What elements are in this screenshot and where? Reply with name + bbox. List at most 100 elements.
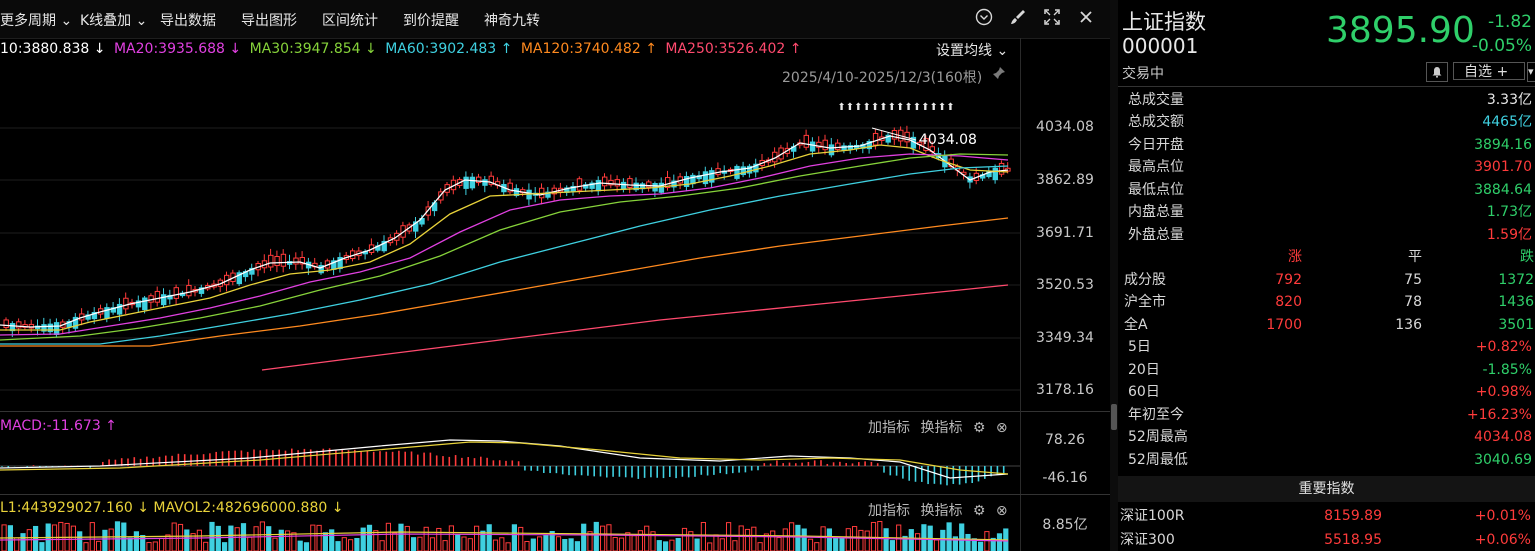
index-change: +0.06% [1474, 532, 1531, 548]
price-alert-button[interactable]: 到价提醒 [403, 13, 459, 29]
candle-body [923, 138, 929, 151]
volume-bar [889, 540, 895, 551]
volume-bar [33, 525, 39, 551]
candle-body [47, 323, 53, 333]
gear-icon[interactable]: ⚙ [972, 420, 986, 436]
stat-value: 1.59亿 [1486, 227, 1532, 243]
period-row: 5日 +0.82% [1128, 336, 1532, 358]
candle-body [835, 142, 841, 151]
gear-icon[interactable]: ⚙ [972, 503, 986, 519]
export-image-button[interactable]: 导出图形 [241, 13, 297, 29]
important-index-row[interactable]: 深证300 5518.95 +0.06% [1118, 529, 1535, 551]
magic-nine-button[interactable]: 神奇九转 [484, 13, 540, 29]
index-price: 8159.89 [1324, 508, 1382, 524]
ma-settings-button[interactable]: 设置均线 ⌄ [936, 43, 1009, 59]
splitter[interactable] [1110, 0, 1118, 551]
ma-line-ma30 [0, 153, 1009, 341]
volume-bar [877, 521, 883, 551]
export-data-button[interactable]: 导出数据 [160, 13, 216, 29]
candle-body [608, 179, 614, 186]
close-icon[interactable]: ⊗ [995, 420, 1008, 436]
candle-body [702, 171, 709, 185]
volume-bar [511, 524, 517, 551]
kline-overlay-menu[interactable]: K线叠加 ⌄ [80, 13, 148, 29]
bell-icon[interactable] [1426, 62, 1448, 82]
important-indices-header[interactable]: 重要指数 [1118, 476, 1535, 502]
volume-bar [984, 531, 990, 551]
volume-bar [310, 524, 316, 551]
splitter-handle[interactable] [1111, 404, 1117, 430]
expand-icon[interactable] [1042, 8, 1062, 28]
candle-body [545, 191, 551, 198]
volume-bar [959, 523, 965, 551]
volume-bar [908, 529, 914, 551]
candle-body [299, 257, 306, 265]
candle-body [53, 322, 60, 335]
switch-indicator-button[interactable]: 换指标 [920, 420, 963, 436]
important-index-row[interactable]: 深证100R 8159.89 +0.01% [1118, 505, 1535, 527]
close-icon[interactable] [1076, 8, 1096, 28]
candle-body [123, 297, 129, 310]
close-icon[interactable]: ⊗ [995, 503, 1008, 519]
volume-bar [675, 537, 681, 551]
candle-body [41, 324, 47, 332]
volume-bar [291, 532, 297, 551]
candle-body [469, 176, 476, 189]
volume-bar [719, 538, 725, 551]
axis-divider [1020, 38, 1021, 551]
candle-body [3, 319, 9, 329]
candle-body [828, 144, 835, 156]
add-watchlist-button[interactable]: 自选 + [1453, 62, 1525, 80]
volume-bar [845, 528, 851, 551]
add-indicator-button[interactable]: 加指标 [868, 503, 910, 519]
volume-bar [366, 524, 373, 551]
volume-bar [423, 526, 429, 551]
change-percent: -0.05% [1471, 36, 1532, 56]
period-value: +16.23% [1466, 407, 1532, 423]
ma-line-ma120 [0, 217, 1009, 347]
y-tick-label: 3349.34 [1036, 330, 1094, 346]
volume-bar [203, 541, 209, 551]
brush-icon[interactable] [1008, 8, 1028, 28]
volume-bar [417, 536, 423, 551]
volume-bar [398, 523, 404, 551]
volume-bar [486, 524, 492, 551]
more-menu-button[interactable]: ▾ [1527, 62, 1535, 82]
volume-bar [159, 537, 165, 551]
volume-bar [442, 540, 448, 551]
volume-bar [757, 542, 763, 551]
volume-bar [820, 526, 826, 551]
volume-bar [978, 541, 984, 551]
candle-body [809, 141, 816, 152]
high-marker-line [871, 127, 917, 141]
candle-body [116, 303, 123, 315]
volume-bar [316, 524, 322, 551]
advdec-header: 涨 平 跌 [1288, 249, 1534, 265]
volume-bar [133, 531, 140, 551]
panel-divider [0, 494, 1110, 495]
volume-bar [568, 538, 574, 551]
change-value: -1.82 [1488, 12, 1532, 32]
stat-row: 总成交额 4465亿 [1128, 111, 1532, 133]
chart-toolbar: 更多周期 ⌄ K线叠加 ⌄ 导出数据 导出图形 区间统计 到价提醒 神奇九转 [0, 0, 1110, 39]
volume-bar [448, 525, 454, 551]
more-periods-menu[interactable]: 更多周期 ⌄ [0, 13, 73, 29]
volume-bar [965, 533, 971, 551]
ma-line-ma60 [0, 165, 1009, 345]
candle-body [602, 176, 608, 187]
switch-indicator-button[interactable]: 换指标 [920, 503, 963, 519]
chevron-circle-icon[interactable] [974, 8, 994, 28]
advdec-row: 全A 1700 136 3501 [1124, 317, 1534, 333]
ma-line-ma10 [0, 144, 1009, 331]
high-annotation: 4034.08 [919, 132, 977, 148]
stat-value: 1.73亿 [1486, 204, 1532, 220]
volume-bar [839, 536, 845, 551]
volume-bar [228, 525, 234, 551]
range-stats-button[interactable]: 区间统计 [322, 13, 378, 29]
pin-icon[interactable] [992, 66, 1006, 84]
add-indicator-button[interactable]: 加指标 [868, 420, 910, 436]
candle-body [589, 182, 595, 189]
kline-chart[interactable]: ⬆⬆⬆⬆⬆⬆⬆⬆⬆⬆⬆⬆⬆⬆ [0, 60, 1020, 410]
candle-body [620, 181, 627, 190]
candle-body [740, 166, 746, 176]
